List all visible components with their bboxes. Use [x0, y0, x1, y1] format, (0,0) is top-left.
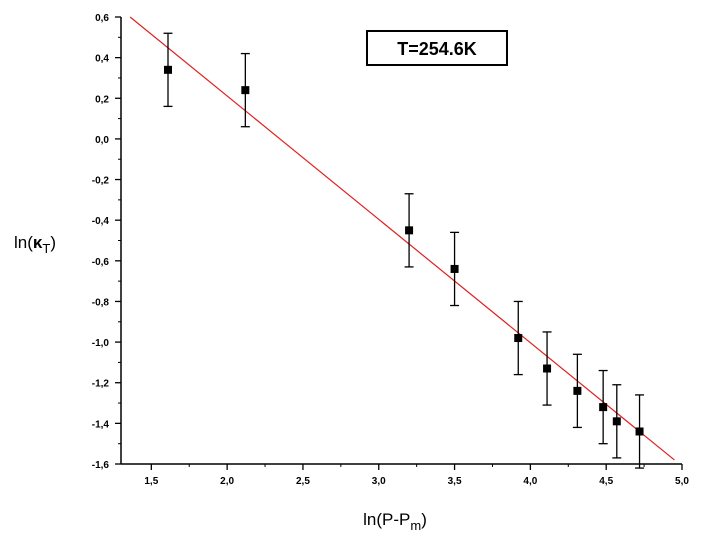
x-tick-label: 5,0	[675, 476, 689, 487]
y-tick-label: 0,4	[95, 54, 109, 65]
data-point-marker	[543, 364, 552, 373]
linear-fit-line	[129, 16, 675, 461]
data-point-group	[163, 32, 173, 108]
y-axis-title-symbol: κ	[33, 233, 43, 252]
data-point-marker	[164, 65, 173, 74]
data-point-group	[513, 300, 523, 376]
data-point-marker	[514, 334, 523, 343]
data-point-group	[404, 193, 414, 268]
data-point-group	[598, 369, 608, 445]
y-axis-title-subscript: T	[42, 241, 50, 256]
x-tick-label: 4,0	[523, 476, 537, 487]
annotation-box	[366, 30, 508, 66]
y-tick-label: 0,2	[95, 94, 109, 105]
data-point-group	[572, 353, 582, 429]
data-point-group	[240, 52, 250, 128]
y-tick-label: -0,4	[92, 216, 110, 227]
x-axis-title-close: )	[421, 510, 427, 529]
annotation-text: T=254.6K	[397, 39, 477, 59]
x-axis-title-main: ln(P-P	[363, 510, 410, 529]
x-axis-title-subscript: m	[410, 518, 421, 533]
data-point-marker	[241, 86, 250, 95]
y-tick-label: 0,6	[95, 13, 109, 24]
data-point-group	[635, 394, 645, 469]
data-point-marker	[612, 417, 621, 426]
y-axis-title-main: ln(	[14, 233, 33, 252]
data-point-marker	[599, 403, 608, 412]
y-tick-label: -1,4	[92, 419, 110, 430]
x-tick-label: 4,5	[599, 476, 613, 487]
y-tick-label: -0,2	[92, 176, 110, 187]
data-point-group	[450, 231, 460, 307]
y-tick-label: -1,0	[92, 338, 110, 349]
data-point-group	[612, 384, 622, 459]
y-axis-title-close: )	[50, 233, 56, 252]
x-tick-label: 1,5	[144, 476, 158, 487]
data-point-marker	[405, 226, 414, 235]
x-tick-label: 2,0	[220, 476, 234, 487]
fit-line-layer	[129, 16, 675, 461]
y-tick-label: -1,6	[92, 460, 110, 471]
data-point-marker	[635, 427, 644, 436]
y-tick-label: -0,8	[92, 297, 110, 308]
y-axis-title: ln(κT)	[14, 233, 56, 256]
y-tick-label: -0,6	[92, 257, 110, 268]
x-tick-label: 3,5	[448, 476, 462, 487]
data-point-marker	[573, 386, 582, 395]
data-points-layer	[163, 32, 645, 469]
y-tick-label: -1,2	[92, 379, 110, 390]
x-axis-title: ln(P-Pm)	[363, 510, 427, 533]
axes: 1,5 2,0 2,5 3,0 3,5 4,0 4,5 5,0 -1,6 -1,4 -1,2 -1,0…	[92, 13, 690, 487]
temperature-annotation: T=254.6K	[366, 30, 508, 66]
data-point-group	[542, 331, 552, 406]
x-tick-label: 3,0	[372, 476, 386, 487]
x-tick-label: 2,5	[296, 476, 310, 487]
y-tick-label: 0,0	[95, 135, 109, 146]
data-point-marker	[450, 264, 459, 273]
